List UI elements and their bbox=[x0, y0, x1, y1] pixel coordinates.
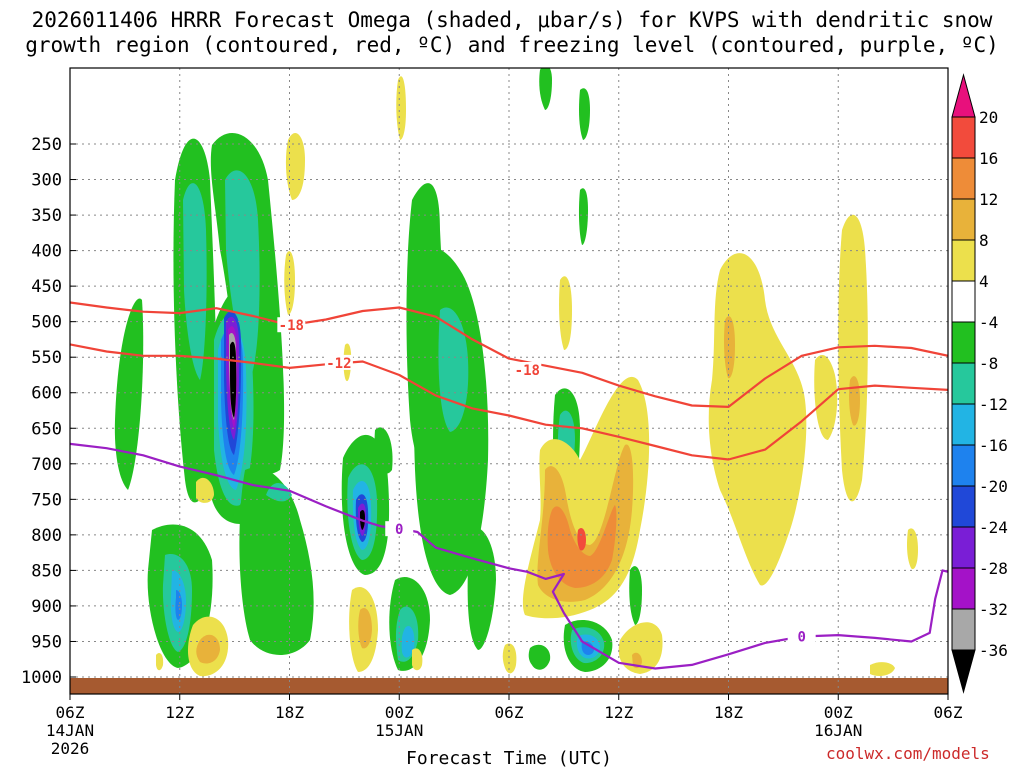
colorbar-bin bbox=[951, 280, 976, 323]
x-tick-label: 00Z bbox=[385, 703, 414, 722]
colorbar-tick-label: -32 bbox=[979, 600, 1008, 619]
colorbar-tick-label: 16 bbox=[979, 149, 998, 168]
y-tick-label: 350 bbox=[31, 206, 62, 226]
upward-motion-cell bbox=[406, 183, 496, 650]
x-tick-label: 00Z bbox=[824, 703, 853, 722]
colorbar-bin bbox=[951, 485, 976, 528]
freezing-level-contour bbox=[70, 442, 948, 670]
colorbar-bin bbox=[951, 608, 976, 651]
colorbar-tick-label: -28 bbox=[979, 559, 1008, 578]
contour-label-zero: 0 bbox=[395, 522, 403, 538]
colorbar-bin bbox=[951, 567, 976, 610]
y-tick-label: 950 bbox=[31, 632, 62, 652]
contour-label-bg bbox=[277, 317, 306, 333]
colorbar: 20 16 12 8 4 -4 -8 -12 -16 -20 -24 -28 -32 -36 bbox=[951, 73, 1008, 694]
contour-lines: -18 -12 -18 0 0 bbox=[70, 301, 948, 670]
colorbar-tick-label: -20 bbox=[979, 477, 1008, 496]
downward-motion-cell bbox=[156, 76, 423, 677]
colorbar-bin bbox=[951, 157, 976, 200]
contour-label-minus18: -18 bbox=[279, 318, 304, 334]
y-tick-label: 250 bbox=[31, 135, 62, 155]
dgz-upper-contour bbox=[70, 301, 948, 408]
y-tick-label: 700 bbox=[31, 455, 62, 475]
x-tick-label: 12Z bbox=[604, 703, 633, 722]
downward-motion-cell bbox=[708, 214, 918, 676]
colorbar-tick-label: -36 bbox=[979, 641, 1008, 660]
x-tick-year-label: 2026 bbox=[51, 739, 90, 758]
grid-lines bbox=[70, 68, 948, 694]
contour-label-bg bbox=[385, 521, 414, 537]
y-tick-label: 300 bbox=[31, 171, 62, 191]
x-tick-date-label: 15JAN bbox=[375, 721, 423, 740]
colorbar-tick-label: -12 bbox=[979, 395, 1008, 414]
colorbar-bin bbox=[951, 649, 976, 694]
y-tick-label: 900 bbox=[31, 597, 62, 617]
colorbar-bin bbox=[951, 321, 976, 364]
chart-title-line1: 2026011406 HRRR Forecast Omega (shaded, … bbox=[31, 8, 993, 32]
y-tick-label: 650 bbox=[31, 419, 62, 439]
colorbar-bin bbox=[951, 362, 976, 405]
y-tick-label: 850 bbox=[31, 561, 62, 581]
x-tick-label: 12Z bbox=[165, 703, 194, 722]
colorbar-tick-label: 8 bbox=[979, 231, 989, 250]
plot-frame bbox=[69, 67, 949, 695]
colorbar-tick-label: 4 bbox=[979, 272, 989, 291]
y-tick-label: 550 bbox=[31, 348, 62, 368]
colorbar-bin bbox=[951, 444, 976, 487]
contour-label-minus12: -12 bbox=[326, 356, 351, 372]
colorbar-bin bbox=[951, 526, 976, 569]
x-tick-label: 06Z bbox=[495, 703, 524, 722]
y-tick-label: 750 bbox=[31, 490, 62, 510]
contour-label-bg bbox=[513, 361, 542, 377]
colorbar-bin bbox=[951, 198, 976, 241]
dgz-lower-contour bbox=[70, 343, 948, 461]
x-tick-label: 18Z bbox=[714, 703, 743, 722]
upward-motion-cell bbox=[341, 427, 393, 575]
upward-motion-cell bbox=[173, 132, 285, 524]
colorbar-tick-label: 20 bbox=[979, 108, 998, 127]
colorbar-tick-label: -24 bbox=[979, 518, 1008, 537]
y-tick-label: 500 bbox=[31, 313, 62, 333]
y-tick-label: 450 bbox=[31, 277, 62, 297]
y-tick-label: 800 bbox=[31, 526, 62, 546]
x-tick-date-label: 14JAN bbox=[46, 721, 94, 740]
colorbar-tick-label: -16 bbox=[979, 436, 1008, 455]
y-tick-label: 1000 bbox=[21, 668, 62, 688]
x-tick-label: 06Z bbox=[934, 703, 963, 722]
omega-shading bbox=[114, 68, 918, 677]
colorbar-tick-label: -8 bbox=[979, 354, 998, 373]
source-credit: coolwx.com/models bbox=[826, 744, 990, 763]
contour-label-bg bbox=[787, 628, 816, 644]
x-tick-label: 06Z bbox=[56, 703, 85, 722]
x-axis-label: Forecast Time (UTC) bbox=[406, 748, 612, 768]
contour-label-minus18: -18 bbox=[515, 363, 540, 379]
x-tick-date-label: 16JAN bbox=[814, 721, 862, 740]
colorbar-bin bbox=[951, 239, 976, 282]
upward-motion-cell bbox=[389, 576, 430, 671]
y-axis: 250 300 350 400 450 500 550 600 650 700 750 800 850 9… bbox=[21, 135, 76, 688]
colorbar-bin bbox=[951, 403, 976, 446]
contour-label-zero: 0 bbox=[797, 629, 805, 645]
colorbar-tick-label: 12 bbox=[979, 190, 998, 209]
chart-title-line2: growth region (contoured, red, ºC) and f… bbox=[25, 33, 999, 57]
colorbar-bin bbox=[951, 73, 976, 118]
x-tick-label: 18Z bbox=[275, 703, 304, 722]
y-tick-label: 400 bbox=[31, 242, 62, 262]
y-tick-label: 600 bbox=[31, 384, 62, 404]
contour-label-bg bbox=[324, 354, 353, 370]
colorbar-bin bbox=[951, 116, 976, 159]
colorbar-tick-label: -4 bbox=[979, 313, 998, 332]
